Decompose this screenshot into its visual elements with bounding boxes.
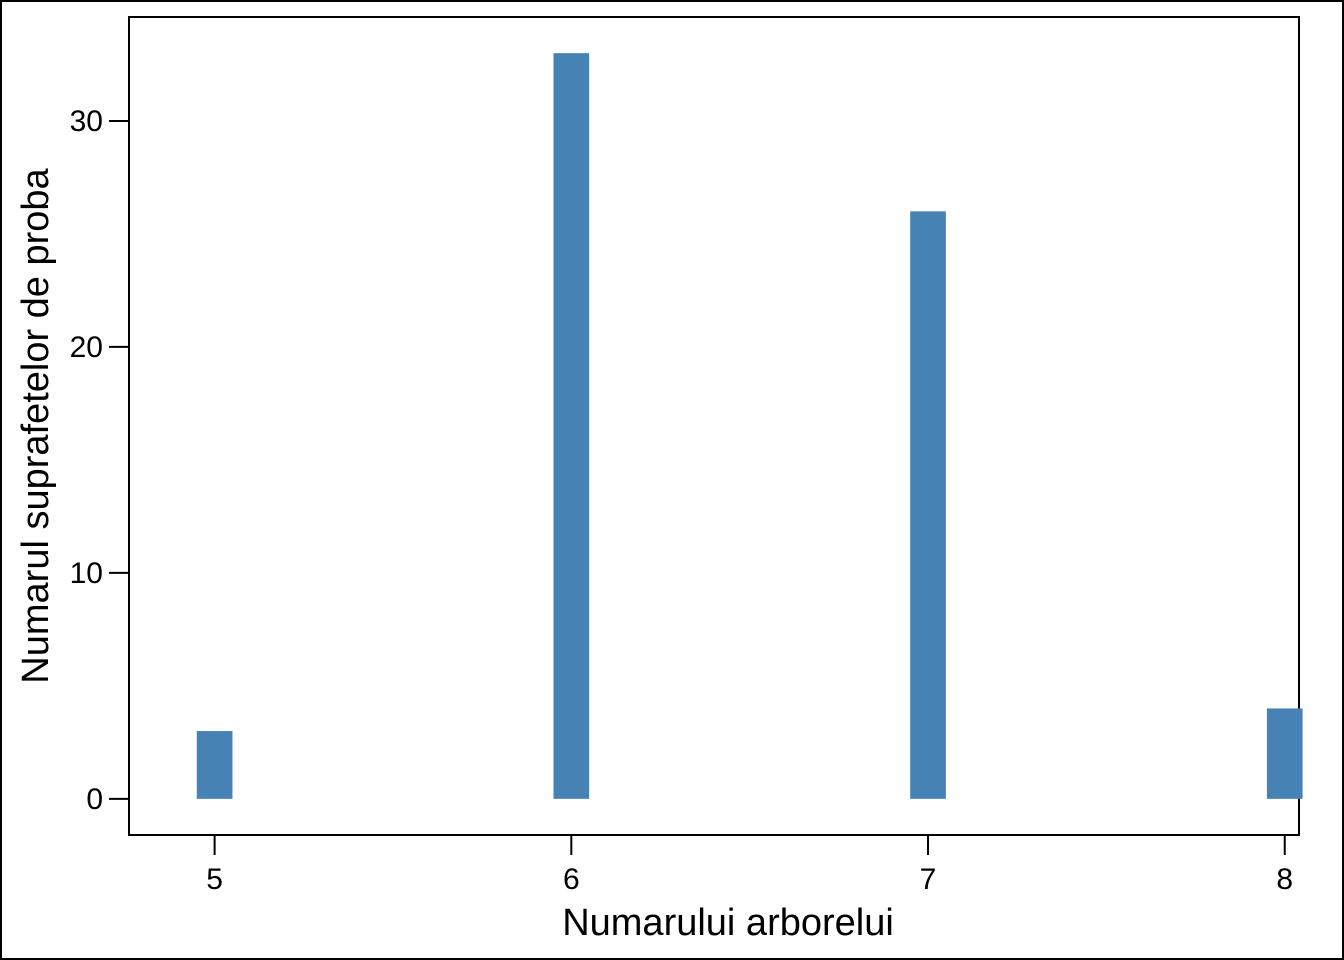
x-tick-label-7: 7 — [920, 863, 937, 896]
bars-group — [196, 53, 1303, 799]
y-tick-label-30: 30 — [70, 105, 103, 138]
x-axis-title: Numarului arborelui — [562, 902, 894, 944]
plot-area — [128, 16, 1300, 836]
x-tick-label-5: 5 — [206, 863, 223, 896]
x-tick-label-6: 6 — [563, 863, 580, 896]
y-axis: 0 10 20 30 — [70, 105, 129, 816]
y-tick-label-10: 10 — [70, 557, 103, 590]
bar-x-6 — [553, 53, 590, 799]
y-tick-label-0: 0 — [86, 783, 103, 816]
y-tick-label-20: 20 — [70, 331, 103, 364]
bar-x-7 — [910, 211, 946, 799]
x-tick-label-8: 8 — [1276, 863, 1293, 896]
x-axis: 5 6 7 8 — [206, 835, 1293, 896]
bar-x-5 — [196, 731, 233, 799]
y-axis-title: Numarul suprafetelor de proba — [15, 167, 57, 683]
bar-x-8 — [1266, 708, 1303, 799]
